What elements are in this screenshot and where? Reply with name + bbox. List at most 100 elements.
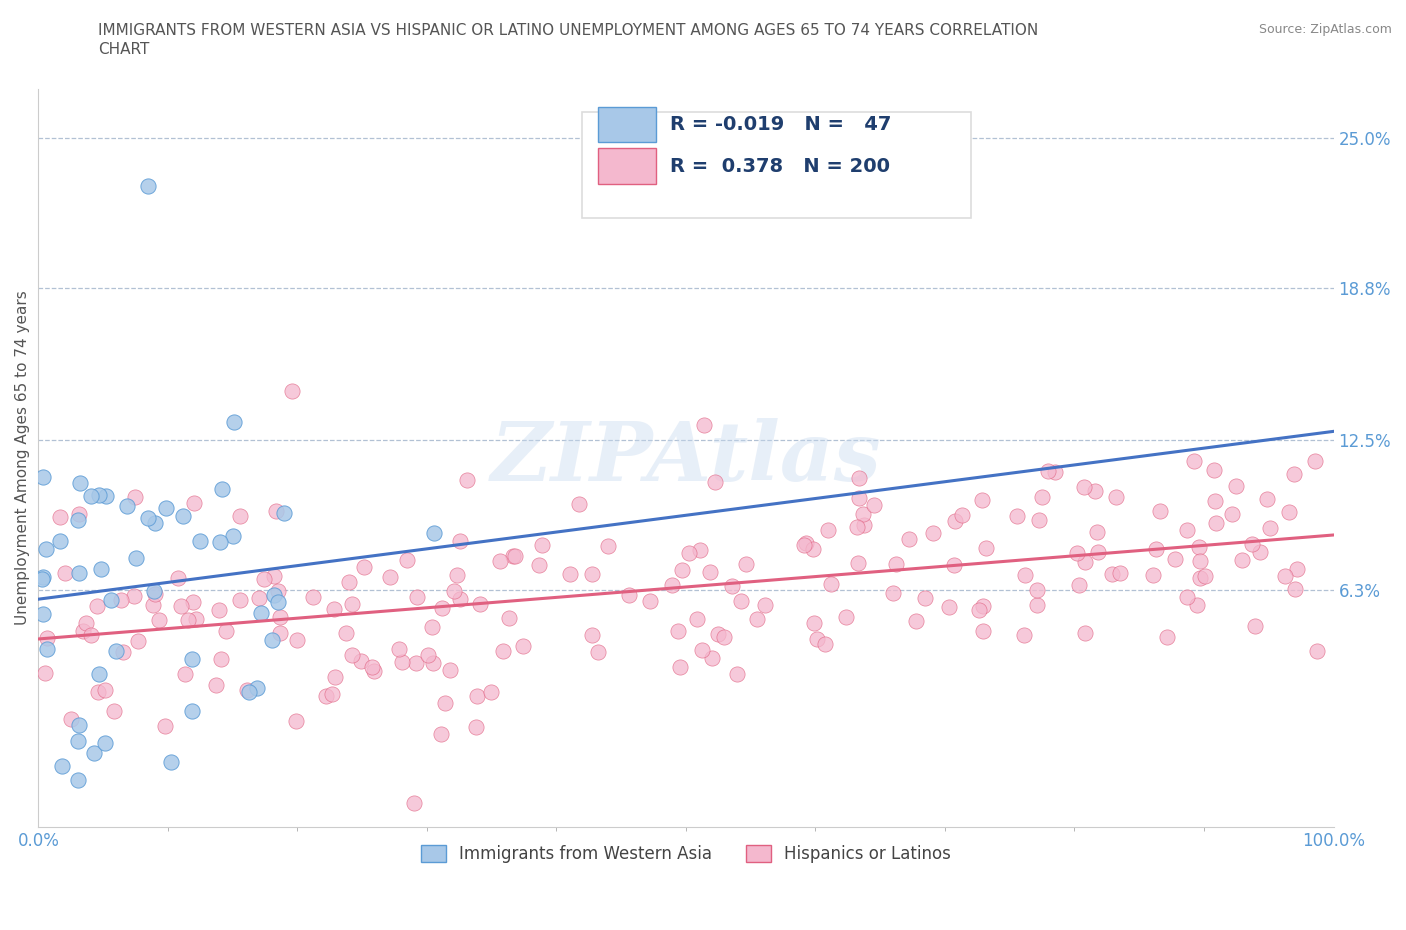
Point	[581, 628, 603, 643]
Point	[529, 558, 551, 573]
Point	[1085, 525, 1108, 539]
Point	[181, 652, 204, 667]
Point	[205, 677, 228, 692]
Point	[1069, 578, 1091, 592]
Point	[122, 589, 145, 604]
Point	[284, 714, 307, 729]
Point	[315, 688, 337, 703]
Point	[1066, 546, 1088, 561]
Point	[32, 470, 55, 485]
Point	[467, 688, 489, 703]
Point	[32, 569, 55, 584]
Point	[142, 597, 165, 612]
Point	[269, 610, 291, 625]
Point	[1256, 492, 1278, 507]
Point	[1204, 494, 1226, 509]
Point	[125, 551, 148, 565]
Point	[75, 616, 97, 631]
Point	[853, 517, 876, 532]
Point	[1083, 484, 1105, 498]
Point	[1240, 537, 1263, 551]
Point	[754, 597, 776, 612]
Point	[80, 628, 103, 643]
Point	[942, 557, 965, 572]
Point	[209, 652, 232, 667]
Point	[848, 471, 870, 485]
Legend: Immigrants from Western Asia, Hispanics or Latinos: Immigrants from Western Asia, Hispanics …	[415, 839, 957, 870]
Point	[188, 534, 211, 549]
Point	[246, 681, 269, 696]
Point	[1303, 454, 1326, 469]
Point	[1244, 619, 1267, 634]
Point	[172, 509, 194, 524]
Point	[60, 711, 83, 726]
Point	[208, 602, 231, 617]
Point	[67, 506, 90, 521]
Point	[402, 795, 425, 810]
FancyBboxPatch shape	[598, 107, 657, 142]
Point	[1305, 644, 1327, 658]
Point	[725, 666, 748, 681]
Point	[689, 542, 711, 557]
Point	[671, 563, 693, 578]
Point	[446, 567, 468, 582]
Point	[350, 654, 373, 669]
Point	[67, 733, 90, 748]
Point	[153, 719, 176, 734]
Point	[1149, 504, 1171, 519]
Point	[1105, 489, 1128, 504]
Point	[846, 555, 869, 570]
Point	[66, 773, 89, 788]
Point	[914, 591, 936, 605]
Point	[464, 719, 486, 734]
Point	[340, 597, 363, 612]
Point	[430, 601, 453, 616]
Point	[661, 578, 683, 592]
Point	[138, 179, 160, 193]
Point	[1109, 565, 1132, 580]
Point	[236, 683, 259, 698]
Point	[1028, 512, 1050, 527]
Point	[378, 569, 401, 584]
Point	[863, 498, 886, 512]
Point	[159, 754, 181, 769]
Point	[337, 575, 360, 590]
Point	[183, 496, 205, 511]
Point	[468, 596, 491, 611]
Point	[449, 534, 471, 549]
Point	[479, 685, 502, 700]
Point	[1194, 568, 1216, 583]
Point	[1258, 521, 1281, 536]
Point	[87, 684, 110, 699]
Point	[1182, 454, 1205, 469]
Point	[1031, 490, 1053, 505]
Point	[143, 515, 166, 530]
Point	[422, 525, 444, 540]
Point	[1163, 551, 1185, 566]
Point	[143, 583, 166, 598]
Point	[222, 415, 245, 430]
Point	[1284, 582, 1306, 597]
Point	[1073, 480, 1095, 495]
Point	[793, 538, 815, 552]
Point	[617, 588, 640, 603]
Point	[267, 594, 290, 609]
Point	[51, 759, 73, 774]
Point	[707, 627, 730, 642]
Point	[456, 472, 478, 487]
Point	[1026, 597, 1049, 612]
Text: R =  0.378   N = 200: R = 0.378 N = 200	[671, 157, 890, 177]
Point	[1025, 583, 1047, 598]
Point	[83, 746, 105, 761]
Point	[568, 497, 591, 512]
Point	[1156, 630, 1178, 644]
Point	[1220, 507, 1243, 522]
Point	[89, 667, 111, 682]
Point	[229, 592, 252, 607]
Point	[1278, 504, 1301, 519]
Point	[209, 534, 232, 549]
Point	[177, 612, 200, 627]
Point	[238, 684, 260, 699]
Point	[94, 683, 117, 698]
Point	[35, 642, 58, 657]
